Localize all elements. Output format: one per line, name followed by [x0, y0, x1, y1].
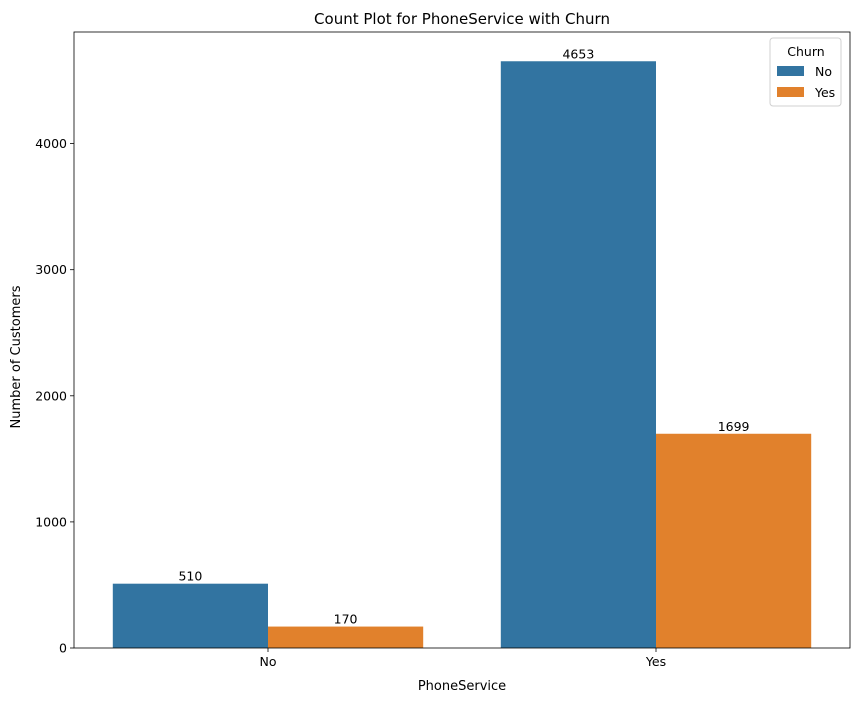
legend-title: Churn	[787, 44, 824, 59]
x-axis-label: PhoneService	[418, 679, 506, 694]
plot-area: 510 4653 170 1699 0 1000 2000 3000 4000 No Yes	[35, 31, 851, 669]
bar-churn-yes-no	[268, 626, 424, 648]
chart-title: Count Plot for PhoneService with Churn	[314, 10, 610, 28]
y-axis-label: Number of Customers	[9, 285, 24, 428]
bar-churn-no-yes	[500, 61, 656, 649]
bar-churn-no-no	[112, 583, 268, 648]
axes-frame	[73, 31, 851, 649]
x-tick-label: Yes	[645, 654, 666, 669]
data-label-churn-yes-no: 170	[334, 612, 358, 627]
y-tick-label: 3000	[35, 262, 67, 277]
x-tick-label: No	[260, 654, 277, 669]
legend-swatch-yes	[777, 87, 804, 97]
data-label-churn-no-yes: 4653	[562, 46, 594, 61]
legend-label-yes: Yes	[814, 85, 835, 100]
y-tick-label: 4000	[35, 136, 67, 151]
data-label-churn-yes-yes: 1699	[718, 419, 750, 434]
bar-churn-yes-yes	[656, 433, 812, 648]
legend-swatch-no	[777, 66, 804, 76]
legend-label-no: No	[815, 64, 832, 79]
y-tick-label: 2000	[35, 388, 67, 403]
y-tick-label: 0	[59, 641, 67, 656]
legend: Churn No Yes	[769, 37, 842, 107]
y-tick-label: 1000	[35, 514, 67, 529]
data-label-churn-no-no: 510	[178, 569, 202, 584]
